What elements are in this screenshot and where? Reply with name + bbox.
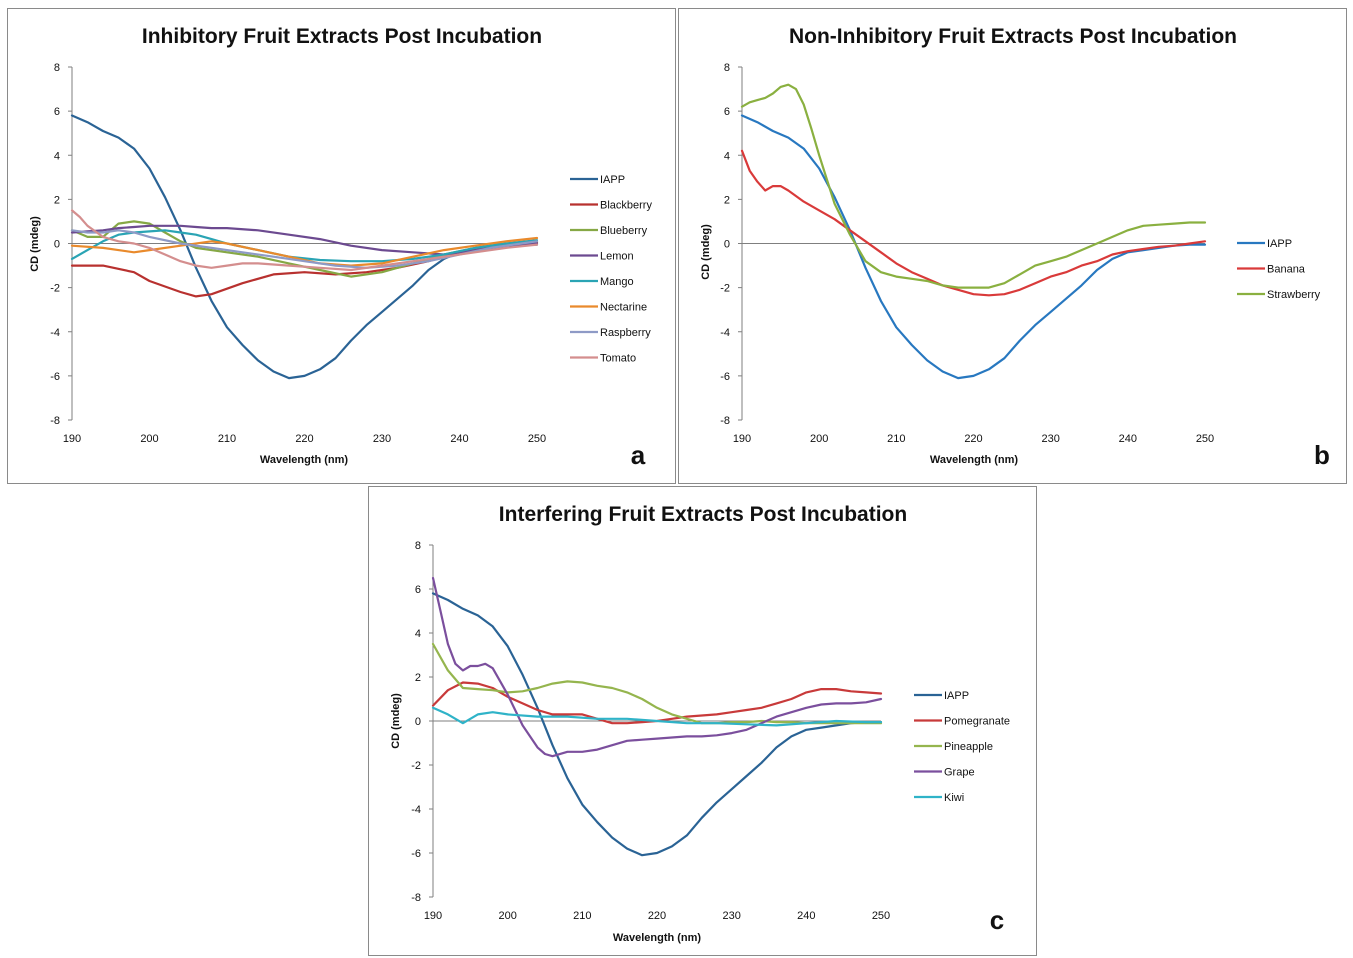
x-tick-label: 240 — [1119, 433, 1137, 445]
chart-svg-b: Non-Inhibitory Fruit Extracts Post Incub… — [700, 25, 1330, 470]
x-tick-label: 200 — [810, 433, 828, 445]
y-tick-label: -4 — [50, 327, 60, 339]
chart-svg-a: Inhibitory Fruit Extracts Post Incubatio… — [29, 25, 652, 470]
y-tick-label: 8 — [54, 62, 60, 74]
chart-panel-c: Interfering Fruit Extracts Post Incubati… — [368, 486, 1037, 956]
series-line-kiwi — [431, 706, 883, 727]
y-tick-label: 2 — [724, 194, 730, 206]
x-tick-label: 210 — [573, 910, 591, 922]
y-tick-label: 6 — [54, 106, 60, 118]
y-axis-label-a: CD (mdeg) — [29, 216, 41, 272]
legend-label-iapp: IAPP — [944, 690, 969, 702]
panel-label-c: c — [990, 905, 1004, 935]
legend-label-blueberry: Blueberry — [600, 225, 648, 237]
y-tick-label: -2 — [50, 283, 60, 295]
x-tick-label: 190 — [733, 433, 751, 445]
series-line-iapp — [740, 114, 1207, 380]
x-tick-label: 220 — [648, 910, 666, 922]
x-tick-label: 240 — [450, 433, 468, 445]
x-tick-label: 210 — [218, 433, 236, 445]
x-tick-label: 190 — [63, 433, 81, 445]
x-tick-label: 230 — [373, 433, 391, 445]
x-tick-label: 240 — [797, 910, 815, 922]
x-tick-label: 230 — [1041, 433, 1059, 445]
y-tick-label: -6 — [720, 371, 730, 383]
y-tick-label: 6 — [415, 584, 421, 596]
legend-label-pomegranate: Pomegranate — [944, 716, 1010, 728]
y-tick-label: -6 — [411, 848, 421, 860]
x-axis-label-a: Wavelength (nm) — [260, 454, 349, 466]
chart-panel-b: Non-Inhibitory Fruit Extracts Post Incub… — [678, 8, 1347, 484]
chart-panel-a: Inhibitory Fruit Extracts Post Incubatio… — [7, 8, 676, 484]
y-axis-label-c: CD (mdeg) — [390, 693, 402, 749]
y-tick-label: -8 — [720, 415, 730, 427]
series-line-iapp — [431, 592, 883, 857]
x-tick-label: 220 — [295, 433, 313, 445]
x-tick-label: 250 — [872, 910, 890, 922]
y-tick-label: -4 — [720, 327, 730, 339]
y-tick-label: -2 — [720, 283, 730, 295]
legend-label-tomato: Tomato — [600, 353, 636, 365]
y-tick-label: 4 — [54, 150, 60, 162]
legend-label-nectarine: Nectarine — [600, 302, 647, 314]
y-axis-label-b: CD (mdeg) — [700, 224, 712, 280]
panel-label-b: b — [1314, 440, 1330, 470]
y-tick-label: -2 — [411, 760, 421, 772]
y-tick-label: 0 — [724, 239, 730, 251]
y-tick-label: -8 — [411, 892, 421, 904]
legend-label-pineapple: Pineapple — [944, 741, 993, 753]
y-tick-label: 2 — [415, 672, 421, 684]
x-axis-label-c: Wavelength (nm) — [613, 932, 702, 944]
legend-label-iapp: IAPP — [600, 174, 625, 186]
series-line-grape — [431, 576, 883, 758]
y-tick-label: -4 — [411, 804, 421, 816]
legend-label-iapp: IAPP — [1267, 238, 1292, 250]
x-tick-label: 220 — [964, 433, 982, 445]
legend-label-grape: Grape — [944, 767, 975, 779]
y-tick-label: 8 — [724, 62, 730, 74]
legend-label-banana: Banana — [1267, 264, 1306, 276]
legend-label-lemon: Lemon — [600, 251, 634, 263]
chart-title-a: Inhibitory Fruit Extracts Post Incubatio… — [142, 25, 542, 48]
x-tick-label: 250 — [528, 433, 546, 445]
series-line-tomato — [70, 209, 539, 272]
y-tick-label: 6 — [724, 106, 730, 118]
y-tick-label: -8 — [50, 415, 60, 427]
legend-label-strawberry: Strawberry — [1267, 289, 1321, 301]
y-tick-label: 4 — [724, 150, 730, 162]
legend-label-kiwi: Kiwi — [944, 792, 964, 804]
y-tick-label: 2 — [54, 194, 60, 206]
x-tick-label: 190 — [424, 910, 442, 922]
series-line-pomegranate — [431, 681, 883, 725]
x-tick-label: 200 — [498, 910, 516, 922]
panel-label-a: a — [631, 440, 646, 470]
series-line-strawberry — [740, 83, 1207, 289]
y-tick-label: 0 — [54, 239, 60, 251]
y-tick-label: -6 — [50, 371, 60, 383]
legend-label-raspberry: Raspberry — [600, 327, 651, 339]
chart-title-c: Interfering Fruit Extracts Post Incubati… — [499, 503, 907, 526]
series-line-banana — [740, 149, 1207, 297]
chart-svg-c: Interfering Fruit Extracts Post Incubati… — [390, 503, 1010, 944]
series-line-lemon — [70, 224, 539, 256]
y-tick-label: 4 — [415, 628, 421, 640]
series-line-nectarine — [70, 236, 539, 267]
x-tick-label: 210 — [887, 433, 905, 445]
x-tick-label: 200 — [140, 433, 158, 445]
y-tick-label: 8 — [415, 540, 421, 552]
x-axis-label-b: Wavelength (nm) — [930, 454, 1019, 466]
legend-label-mango: Mango — [600, 276, 634, 288]
y-tick-label: 0 — [415, 716, 421, 728]
x-tick-label: 230 — [722, 910, 740, 922]
x-tick-label: 250 — [1196, 433, 1214, 445]
chart-title-b: Non-Inhibitory Fruit Extracts Post Incub… — [789, 25, 1237, 48]
legend-label-blackberry: Blackberry — [600, 200, 652, 212]
